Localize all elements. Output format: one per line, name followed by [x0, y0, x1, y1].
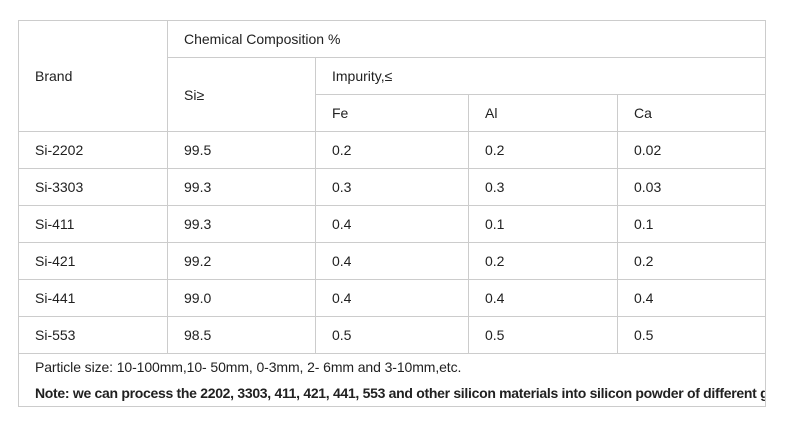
header-row-3: Fe Al Ca: [19, 94, 767, 132]
cell-fe: 0.5: [315, 316, 469, 354]
page: Brand Chemical Composition % Si≥ Impurit…: [17, 20, 767, 407]
cell-brand: Si-553: [18, 316, 168, 354]
cell-ca: 0.5: [616, 316, 767, 354]
cell-brand: Si-411: [18, 205, 168, 243]
cell-al: 0.2: [468, 131, 618, 169]
cell-ca: 0.1: [616, 205, 767, 243]
cell-si: 99.0: [167, 279, 316, 317]
cell-si: 99.5: [167, 131, 316, 169]
cell-al: 0.1: [468, 205, 618, 243]
cell-si: 98.5: [167, 316, 316, 354]
footer-note: Note: we can process the 2202, 3303, 411…: [35, 385, 765, 401]
header-ca: Ca: [616, 94, 767, 132]
cell-al: 0.2: [468, 242, 618, 280]
cell-si: 99.3: [167, 168, 316, 206]
cell-si: 99.3: [167, 205, 316, 243]
header-chemical-composition: Chemical Composition %: [166, 20, 767, 58]
cell-ca: 0.2: [616, 242, 767, 280]
cell-fe: 0.4: [315, 279, 469, 317]
cell-al: 0.3: [468, 168, 618, 206]
cell-fe: 0.4: [315, 242, 469, 280]
table-row: Si-441 99.0 0.4 0.4 0.4: [18, 279, 767, 317]
cell-fe: 0.4: [315, 205, 469, 243]
cell-fe: 0.3: [315, 168, 469, 206]
cell-al: 0.5: [468, 316, 618, 354]
cell-si: 99.2: [167, 242, 316, 280]
cell-ca: 0.03: [616, 168, 767, 206]
cell-al: 0.4: [468, 279, 618, 317]
cell-brand: Si-421: [18, 242, 168, 280]
table-row: Si-421 99.2 0.4 0.2 0.2: [18, 242, 767, 280]
cell-brand: Si-3303: [18, 168, 168, 206]
cell-fe: 0.2: [315, 131, 469, 169]
table-row: Si-411 99.3 0.4 0.1 0.1: [18, 205, 767, 243]
footer-row: Particle size: 10-100mm,10- 50mm, 0-3mm,…: [17, 353, 767, 407]
header-fe: Fe: [315, 94, 469, 132]
table-row: Si-553 98.5 0.5 0.5 0.5: [18, 316, 767, 354]
particle-size-text: Particle size: 10-100mm,10- 50mm, 0-3mm,…: [35, 359, 462, 375]
cell-ca: 0.4: [616, 279, 767, 317]
table-footer: Particle size: 10-100mm,10- 50mm, 0-3mm,…: [17, 353, 767, 407]
chemical-composition-table: Brand Chemical Composition % Si≥ Impurit…: [17, 20, 767, 407]
header-brand: Brand: [18, 20, 168, 132]
table-row: Si-3303 99.3 0.3 0.3 0.03: [18, 168, 767, 206]
header-row-2: Si≥ Impurity,≤: [19, 57, 767, 132]
header-impurity: Impurity,≤: [314, 57, 767, 95]
header-al: Al: [468, 94, 618, 132]
cell-brand: Si-2202: [18, 131, 168, 169]
table-row: Si-2202 99.5 0.2 0.2 0.02: [18, 131, 767, 169]
header-row-1: Brand Chemical Composition %: [18, 20, 767, 132]
cell-brand: Si-441: [18, 279, 168, 317]
header-si: Si≥: [167, 57, 316, 132]
cell-ca: 0.02: [616, 131, 767, 169]
